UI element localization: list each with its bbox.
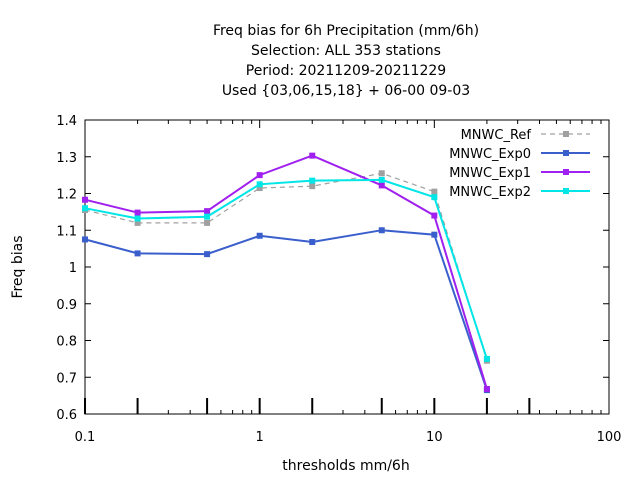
x-tick-label: 1 — [256, 430, 264, 445]
y-tick-label: 0.8 — [56, 335, 77, 350]
data-point-MNWC_Ref — [378, 170, 385, 177]
y-tick-label: 0.9 — [56, 298, 77, 313]
y-tick-label: 1.1 — [56, 224, 77, 239]
legend-swatch-marker — [563, 169, 569, 175]
legend-label: MNWC_Ref — [461, 128, 532, 143]
x-tick-label: 0.1 — [75, 430, 96, 445]
legend-label: MNWC_Exp0 — [449, 147, 531, 162]
axes: 0.6 0.7 0.8 0.9 1 1.1 1.2 1.3 1.4 0.1 1 10 100 — [56, 114, 621, 445]
data-point-MNWC_Exp1 — [134, 209, 141, 216]
series-group — [82, 152, 490, 394]
y-tick-label: 1.3 — [56, 151, 77, 166]
legend-label: MNWC_Exp1 — [449, 166, 531, 181]
y-tick-label: 1 — [69, 261, 77, 276]
data-point-MNWC_Exp1 — [431, 212, 438, 219]
data-point-MNWC_Exp1 — [309, 152, 316, 159]
data-point-MNWC_Exp2 — [134, 215, 141, 222]
plot-area-frame — [84, 119, 610, 415]
data-point-MNWC_Ref — [256, 184, 263, 191]
y-axis-label: Freq bias — [10, 235, 26, 298]
legend-swatch-marker — [563, 188, 569, 194]
title-line-1: Freq bias for 6h Precipitation (mm/6h) — [213, 23, 479, 39]
data-point-MNWC_Exp1 — [204, 208, 211, 215]
data-point-MNWC_Exp0 — [256, 232, 263, 239]
data-point-MNWC_Exp2 — [256, 181, 263, 188]
data-point-MNWC_Exp1 — [378, 182, 385, 189]
data-point-MNWC_Exp1 — [483, 386, 490, 393]
data-point-MNWC_Exp2 — [309, 177, 316, 184]
series-line-MNWC_Ref — [84, 172, 488, 361]
y-tick-label: 0.6 — [56, 408, 77, 423]
x-axis-label: thresholds mm/6h — [282, 458, 409, 474]
chart-title: Freq bias for 6h Precipitation (mm/6h) S… — [213, 23, 479, 99]
series-line-MNWC_Exp2 — [84, 178, 488, 360]
legend-swatch-marker — [563, 150, 569, 156]
title-line-4: Used {03,06,15,18} + 06-00 09-03 — [222, 83, 470, 99]
data-point-MNWC_Exp0 — [82, 236, 88, 243]
series-line-MNWC_Exp1 — [84, 154, 488, 390]
y-tick-label: 0.7 — [56, 371, 77, 386]
threshold-markers — [84, 398, 531, 414]
y-tick-label: 1.4 — [56, 114, 77, 129]
data-point-MNWC_Ref — [204, 219, 211, 226]
data-point-MNWC_Ref — [134, 219, 141, 226]
data-point-MNWC_Exp0 — [204, 251, 211, 258]
data-point-MNWC_Exp0 — [134, 250, 141, 257]
data-point-MNWC_Exp2 — [483, 355, 490, 362]
legend: MNWC_Ref MNWC_Exp0 MNWC_Exp1 MNWC_Exp2 — [449, 128, 590, 200]
data-point-MNWC_Exp1 — [82, 196, 88, 203]
data-point-MNWC_Ref — [431, 188, 438, 195]
data-point-MNWC_Exp2 — [378, 176, 385, 183]
y-tick-label: 1.2 — [56, 188, 77, 203]
data-point-MNWC_Exp0 — [431, 231, 438, 238]
data-point-MNWC_Exp2 — [431, 194, 438, 201]
series-line-MNWC_Exp0 — [84, 229, 488, 391]
title-line-3: Period: 20211209-20211229 — [246, 63, 446, 79]
data-point-MNWC_Exp0 — [378, 227, 385, 234]
x-tick-label: 10 — [426, 430, 443, 445]
title-line-2: Selection: ALL 353 stations — [251, 43, 441, 59]
data-point-MNWC_Ref — [309, 183, 316, 190]
data-point-MNWC_Exp1 — [256, 172, 263, 179]
legend-label: MNWC_Exp2 — [449, 185, 531, 200]
legend-swatch-marker — [563, 131, 569, 137]
x-tick-label: 100 — [597, 430, 622, 445]
data-point-MNWC_Exp2 — [82, 205, 88, 212]
data-point-MNWC_Exp0 — [309, 239, 316, 246]
data-point-MNWC_Exp2 — [204, 213, 211, 220]
